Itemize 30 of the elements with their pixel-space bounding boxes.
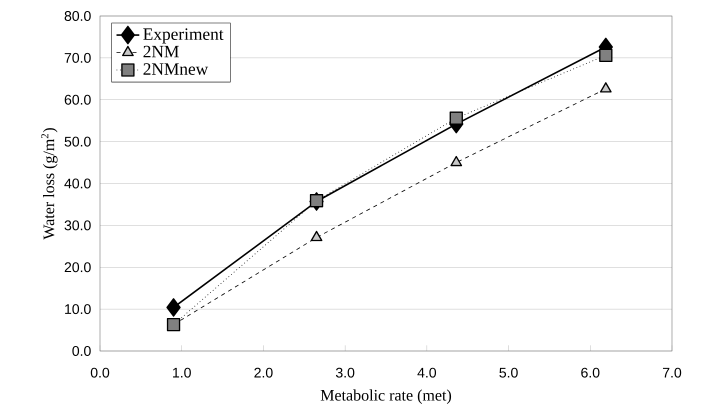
y-axis-title: Water loss (g/m$^{2}$) [41,128,58,240]
y-tick-label: 10.0 [65,304,91,314]
x-tick-label: 3.0 [336,368,354,378]
point [310,230,322,242]
y-tick-label: 70.0 [64,52,91,63]
y-tick-label: 0.0 [72,346,91,356]
y-tick-label: 40.0 [64,178,91,188]
legend-label: 2NM [143,46,179,58]
legend-label: 2NMnew [143,63,208,75]
y-tick-label: 20.0 [64,262,91,272]
x-axis-title: Metabolic rate (met) [320,389,452,404]
point [166,318,180,332]
legend-label: Experiment [143,28,224,44]
point [450,111,463,125]
x-tick-label: 1.0 [173,368,191,378]
x-tick-label: 6.0 [581,368,600,378]
x-tick-label: 2.0 [254,368,273,378]
y-tick-label: 50.0 [64,136,91,147]
y-tick-label: 30.0 [64,220,91,230]
point [599,48,612,62]
point [310,194,324,208]
x-tick-label: 5.0 [499,368,518,378]
x-tick-label: 4.0 [417,368,436,378]
x-tick-label: 7.0 [662,368,682,378]
point [600,82,612,93]
point [450,156,462,166]
y-tick-label: 60.0 [64,94,91,105]
x-tick-label: 0.0 [90,368,110,378]
y-tick-label: 80.0 [64,11,91,21]
point [166,298,181,317]
